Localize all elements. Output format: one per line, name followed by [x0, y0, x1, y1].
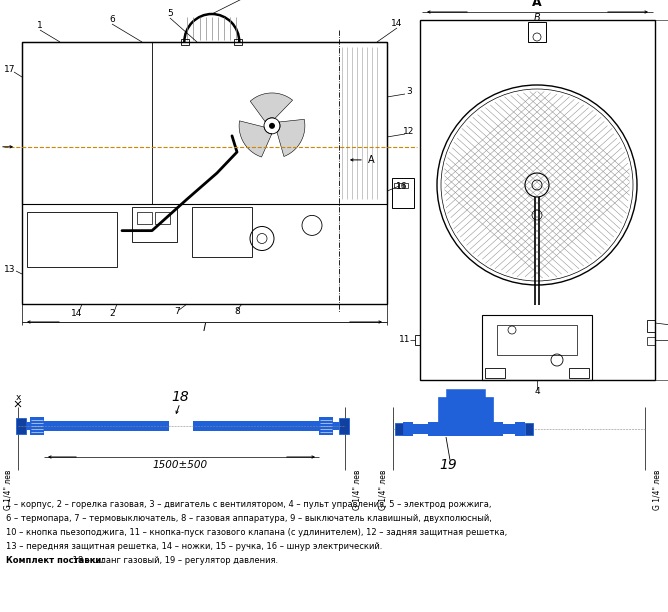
Bar: [234, 39, 242, 45]
Bar: [192, 207, 252, 257]
Text: 8: 8: [234, 307, 240, 316]
Bar: [647, 337, 655, 345]
Bar: [181, 39, 189, 45]
Bar: [399, 183, 403, 188]
Bar: [428, 422, 503, 436]
Text: Комплект поставки:: Комплект поставки:: [6, 556, 105, 565]
Text: l: l: [202, 323, 206, 333]
Polygon shape: [277, 119, 305, 157]
Text: 2: 2: [109, 310, 115, 318]
Bar: [404, 183, 408, 188]
Bar: [24, 422, 30, 430]
Text: A: A: [367, 155, 374, 165]
Bar: [22, 204, 387, 304]
Polygon shape: [250, 93, 293, 122]
Bar: [22, 42, 387, 304]
Text: 5: 5: [167, 10, 173, 18]
Text: G 1/4" лев: G 1/4" лев: [379, 470, 387, 510]
Text: 7: 7: [174, 307, 180, 316]
Bar: [395, 423, 403, 435]
Text: 14: 14: [71, 310, 83, 318]
Bar: [50, 421, 169, 431]
Text: 17: 17: [4, 65, 16, 75]
Text: 4: 4: [534, 387, 540, 397]
Bar: [503, 424, 515, 434]
Text: x: x: [15, 394, 21, 403]
Bar: [132, 207, 177, 242]
Text: 1 – корпус, 2 – горелка газовая, 3 – двигатель с вентилятором, 4 – пульт управле: 1 – корпус, 2 – горелка газовая, 3 – дви…: [6, 500, 492, 509]
Bar: [413, 424, 428, 434]
Bar: [485, 368, 505, 378]
Bar: [44, 421, 50, 431]
Bar: [16, 418, 26, 434]
Bar: [394, 183, 398, 188]
Bar: [319, 417, 333, 435]
Text: 6 – термопара, 7 – термовыключатель, 8 – газовая аппаратура, 9 – выключатель кла: 6 – термопара, 7 – термовыключатель, 8 –…: [6, 514, 492, 523]
Text: 16: 16: [396, 182, 407, 190]
Bar: [415, 335, 420, 345]
Text: 19: 19: [439, 458, 457, 472]
Text: G 1/4" лев: G 1/4" лев: [353, 470, 361, 510]
Bar: [482, 315, 592, 380]
Text: G 1/4" лев: G 1/4" лев: [653, 470, 661, 510]
Bar: [420, 20, 655, 380]
Bar: [525, 423, 533, 435]
Text: 3: 3: [406, 88, 412, 97]
Bar: [193, 421, 313, 431]
Bar: [313, 421, 319, 431]
Text: 12: 12: [403, 127, 415, 136]
Text: 10 – кнопка пьезоподжига, 11 – кнопка-пуск газового клапана (с удлинителем), 12 : 10 – кнопка пьезоподжига, 11 – кнопка-пу…: [6, 528, 507, 537]
Bar: [438, 397, 493, 422]
Text: 13 – передняя защитная решетка, 14 – ножки, 15 – ручка, 16 – шнур электрический.: 13 – передняя защитная решетка, 14 – нож…: [6, 542, 382, 551]
Bar: [339, 418, 349, 434]
Text: B: B: [534, 13, 540, 23]
Bar: [137, 212, 152, 225]
Bar: [27, 212, 117, 267]
Text: 14: 14: [391, 20, 403, 29]
Bar: [515, 422, 525, 436]
Bar: [647, 320, 655, 332]
Bar: [30, 417, 44, 435]
Text: 1: 1: [37, 21, 43, 31]
Text: G 1/4" лев: G 1/4" лев: [3, 470, 13, 510]
Bar: [569, 368, 589, 378]
Text: A: A: [532, 0, 542, 9]
Bar: [392, 178, 414, 208]
Text: 11: 11: [399, 335, 411, 345]
Text: 18: 18: [171, 390, 189, 404]
Bar: [333, 422, 339, 430]
Circle shape: [269, 123, 275, 129]
Bar: [446, 389, 485, 399]
Bar: [22, 42, 387, 204]
Text: 1500±500: 1500±500: [152, 460, 208, 470]
Bar: [497, 325, 577, 355]
Bar: [528, 22, 546, 42]
Bar: [403, 422, 413, 436]
Text: 6: 6: [109, 15, 115, 24]
Text: 18 – шланг газовый, 19 – регулятор давления.: 18 – шланг газовый, 19 – регулятор давле…: [70, 556, 278, 565]
Bar: [155, 212, 170, 225]
Polygon shape: [239, 121, 272, 157]
Text: 13: 13: [4, 264, 16, 274]
